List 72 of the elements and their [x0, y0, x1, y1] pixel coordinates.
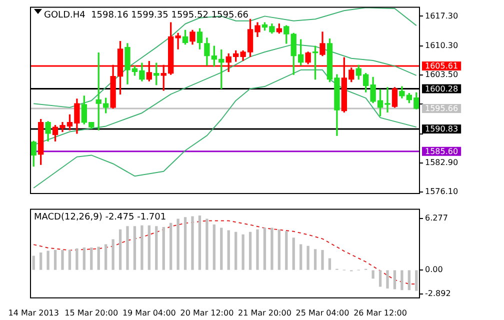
bar: [118, 229, 122, 270]
bar: [263, 228, 266, 270]
y-tick-label: 1576.10: [425, 186, 458, 196]
bar: [292, 238, 295, 270]
bar: [386, 270, 389, 288]
bar: [112, 239, 114, 270]
x-tick-label: 20 Mar 12:00: [180, 308, 234, 318]
bar: [285, 231, 288, 270]
bar: [40, 252, 42, 270]
bar: [234, 232, 238, 270]
bar: [408, 270, 410, 290]
bar: [61, 250, 64, 270]
x-tick-label: 19 Mar 04:00: [122, 308, 176, 318]
ref-line-label: 1595.66: [425, 104, 458, 114]
bar: [220, 228, 223, 270]
x-tick-label: 21 Mar 20:00: [238, 308, 292, 318]
x-tick-label: 25 Mar 04:00: [296, 308, 350, 318]
y-tick-label: 0.00: [425, 265, 443, 274]
bar: [97, 246, 100, 270]
bar: [300, 244, 302, 270]
bar: [104, 244, 108, 270]
bar: [162, 226, 165, 270]
x-tick-label: 26 Mar 12:00: [354, 308, 407, 318]
bar: [176, 218, 180, 270]
bar: [170, 222, 172, 270]
ref-line-label: 1605.61: [425, 62, 458, 71]
bar: [321, 250, 324, 270]
bar: [90, 248, 93, 270]
bar: [68, 250, 72, 270]
y-tick-label: -2.892: [425, 288, 451, 298]
bar: [372, 270, 374, 279]
y-tick-label: 1603.50: [425, 70, 458, 80]
ref-line-label: 1590.83: [425, 124, 458, 134]
bar: [54, 250, 57, 270]
bar: [126, 226, 129, 270]
bar: [133, 226, 136, 270]
bar: [248, 232, 252, 270]
x-tick-label: 15 Mar 20:00: [64, 308, 118, 318]
bar: [393, 270, 396, 290]
bar: [206, 218, 208, 270]
bar: [82, 248, 86, 270]
bar: [270, 228, 274, 270]
bar: [155, 226, 158, 270]
bar: [198, 215, 202, 270]
ref-line-label: 1585.60: [425, 146, 458, 156]
bar: [212, 224, 216, 270]
bar: [242, 234, 244, 270]
bar: [314, 249, 317, 270]
y-tick-label: 1617.30: [425, 11, 458, 20]
x-tick-label: 14 Mar 2013: [8, 308, 59, 318]
bar: [184, 217, 187, 270]
bar: [32, 256, 35, 270]
bar: [256, 229, 259, 270]
bar: [227, 230, 230, 270]
bar: [191, 216, 194, 270]
chart-title: GOLD.H4 1598.16 1599.35 1595.52 1595.66: [44, 10, 249, 21]
ref-line-label: 1600.28: [425, 84, 458, 94]
bar: [378, 270, 382, 287]
bar: [76, 248, 78, 270]
bar: [400, 270, 404, 290]
y-tick-label: 1582.90: [425, 158, 458, 167]
bar: [46, 250, 50, 270]
bar: [148, 225, 150, 270]
bar: [328, 258, 332, 270]
bar: [306, 246, 310, 270]
line-series: [33, 220, 417, 285]
y-tick-label: 6.277: [425, 214, 448, 223]
bar: [278, 229, 280, 270]
bar: [140, 225, 144, 270]
y-tick-label: 1610.30: [425, 41, 458, 50]
chart-title: MACD(12,26,9) -2.475 -1.701: [34, 212, 166, 223]
bar: [415, 270, 418, 291]
